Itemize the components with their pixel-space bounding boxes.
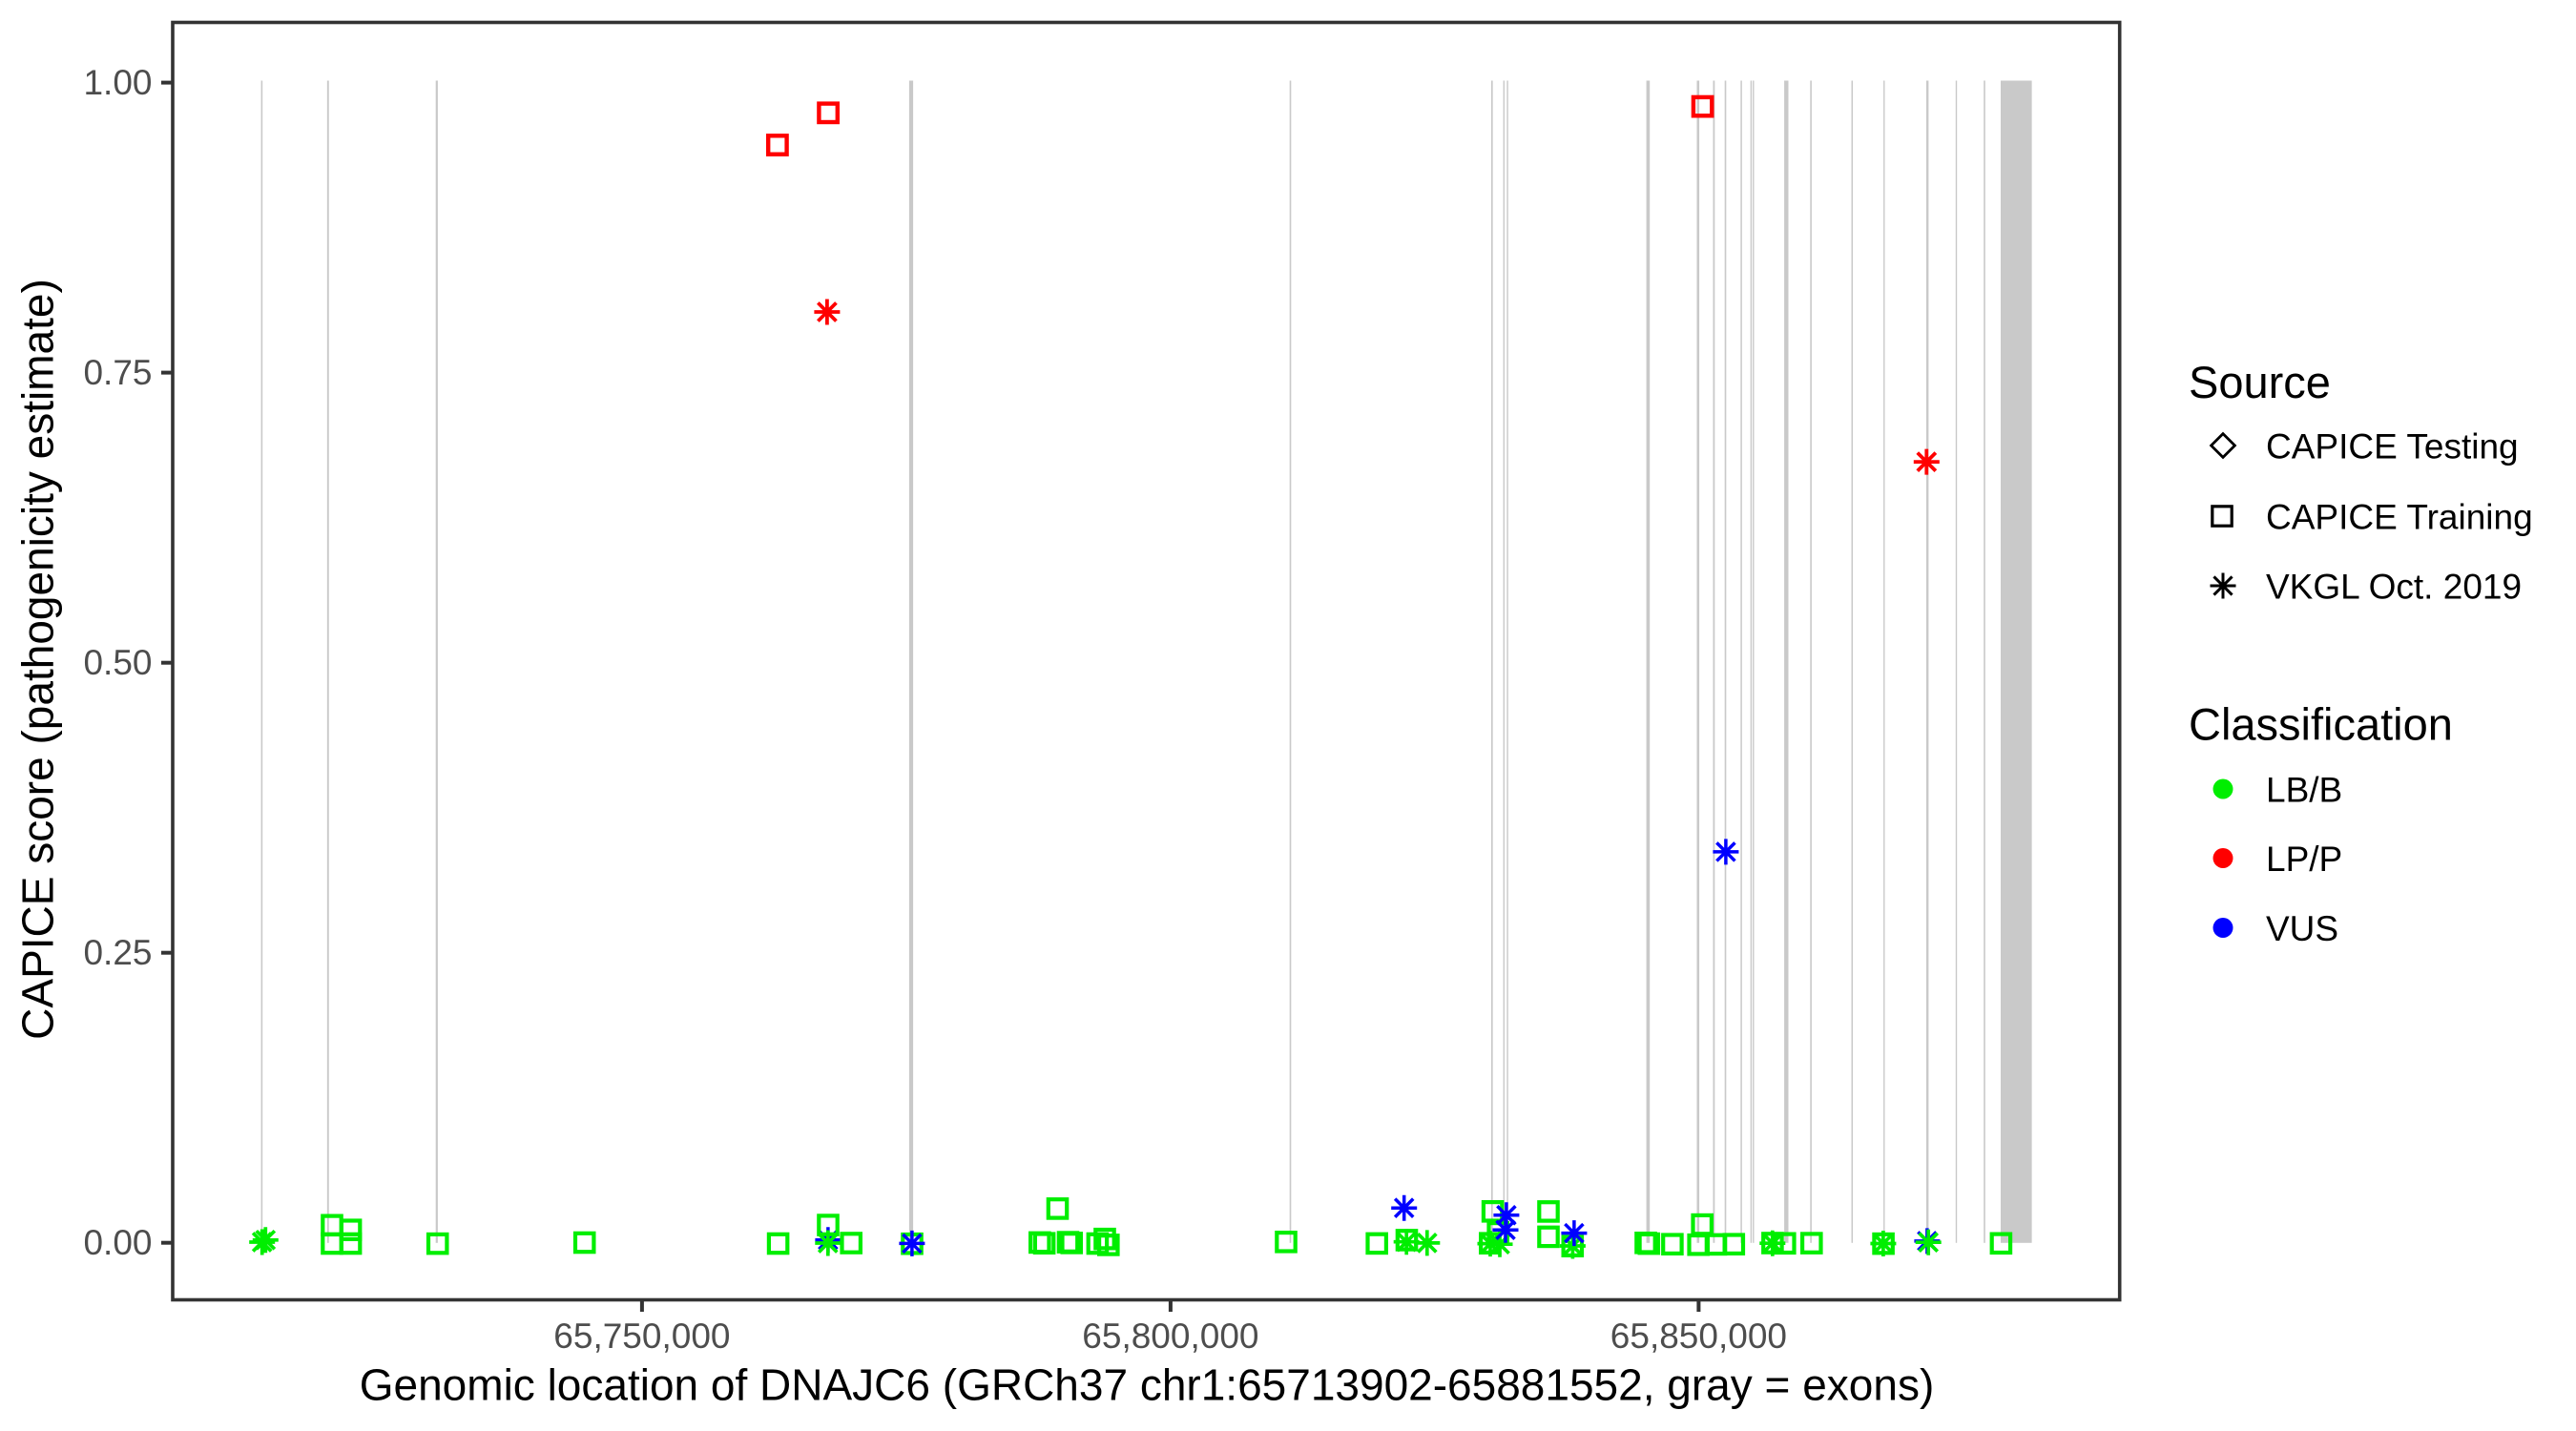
svg-text:CAPICE score (pathogenicity es: CAPICE score (pathogenicity estimate) [12, 279, 62, 1040]
svg-text:65,750,000: 65,750,000 [553, 1317, 730, 1356]
svg-text:0.75: 0.75 [83, 353, 152, 392]
svg-text:65,850,000: 65,850,000 [1610, 1317, 1787, 1356]
svg-text:LP/P: LP/P [2266, 840, 2342, 879]
svg-text:0.50: 0.50 [83, 643, 152, 682]
svg-text:VUS: VUS [2266, 909, 2338, 948]
svg-text:Source: Source [2189, 357, 2331, 407]
svg-text:1.00: 1.00 [83, 63, 152, 102]
svg-text:LB/B: LB/B [2266, 771, 2342, 810]
svg-text:65,800,000: 65,800,000 [1082, 1317, 1258, 1356]
svg-text:Genomic location of DNAJC6 (GR: Genomic location of DNAJC6 (GRCh37 chr1:… [360, 1360, 1935, 1410]
svg-text:CAPICE Training: CAPICE Training [2266, 498, 2533, 537]
svg-text:Classification: Classification [2189, 699, 2453, 750]
svg-text:CAPICE Testing: CAPICE Testing [2266, 427, 2519, 467]
svg-text:0.25: 0.25 [83, 933, 152, 972]
svg-text:0.00: 0.00 [83, 1223, 152, 1262]
svg-text:VKGL Oct. 2019: VKGL Oct. 2019 [2266, 568, 2522, 607]
